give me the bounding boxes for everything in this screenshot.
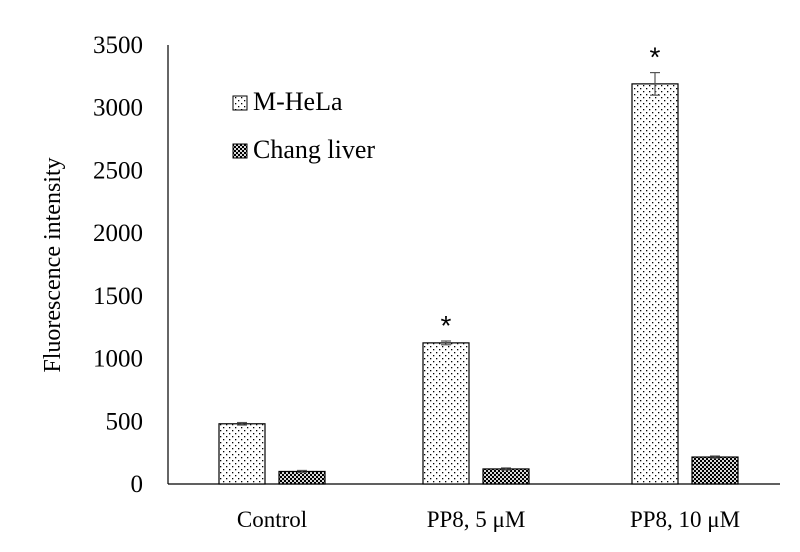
legend-swatch xyxy=(232,143,248,159)
bar-chang-liver xyxy=(691,456,739,485)
legend-label: Chang liver xyxy=(253,135,375,164)
bar-mhela xyxy=(631,83,679,485)
bars: ** xyxy=(218,42,739,485)
y-axis-title: Fluorescence intensity xyxy=(40,157,66,372)
y-tick-label: 2000 xyxy=(93,220,143,247)
x-tick-label: Control xyxy=(237,507,307,532)
significance-marker: * xyxy=(650,42,661,73)
y-tick-label: 1500 xyxy=(93,283,143,310)
x-axis: Control PP8, 5 μM PP8, 10 μM xyxy=(168,483,780,532)
y-tick-label: 2500 xyxy=(93,157,143,184)
bar-mhela xyxy=(218,423,266,485)
legend-label: M-HeLa xyxy=(253,87,343,116)
y-tick-label: 3000 xyxy=(93,95,143,122)
x-tick-label: PP8, 5 μM xyxy=(427,507,526,532)
bar-mhela xyxy=(422,342,470,485)
bar-chang-liver xyxy=(482,468,530,485)
y-tick-label: 1000 xyxy=(93,346,143,373)
y-tick-label: 3500 xyxy=(93,32,143,59)
legend-swatch xyxy=(232,95,248,111)
y-tick-label: 0 xyxy=(131,471,144,498)
y-axis: 0 500 1000 1500 2000 2500 3000 3500 xyxy=(93,32,169,498)
bar-chang-liver xyxy=(278,470,326,485)
legend: M-HeLa Chang liver xyxy=(232,87,375,164)
y-tick-label: 500 xyxy=(106,408,144,435)
x-tick-label: PP8, 10 μM xyxy=(630,507,740,532)
significance-marker: * xyxy=(441,310,452,341)
